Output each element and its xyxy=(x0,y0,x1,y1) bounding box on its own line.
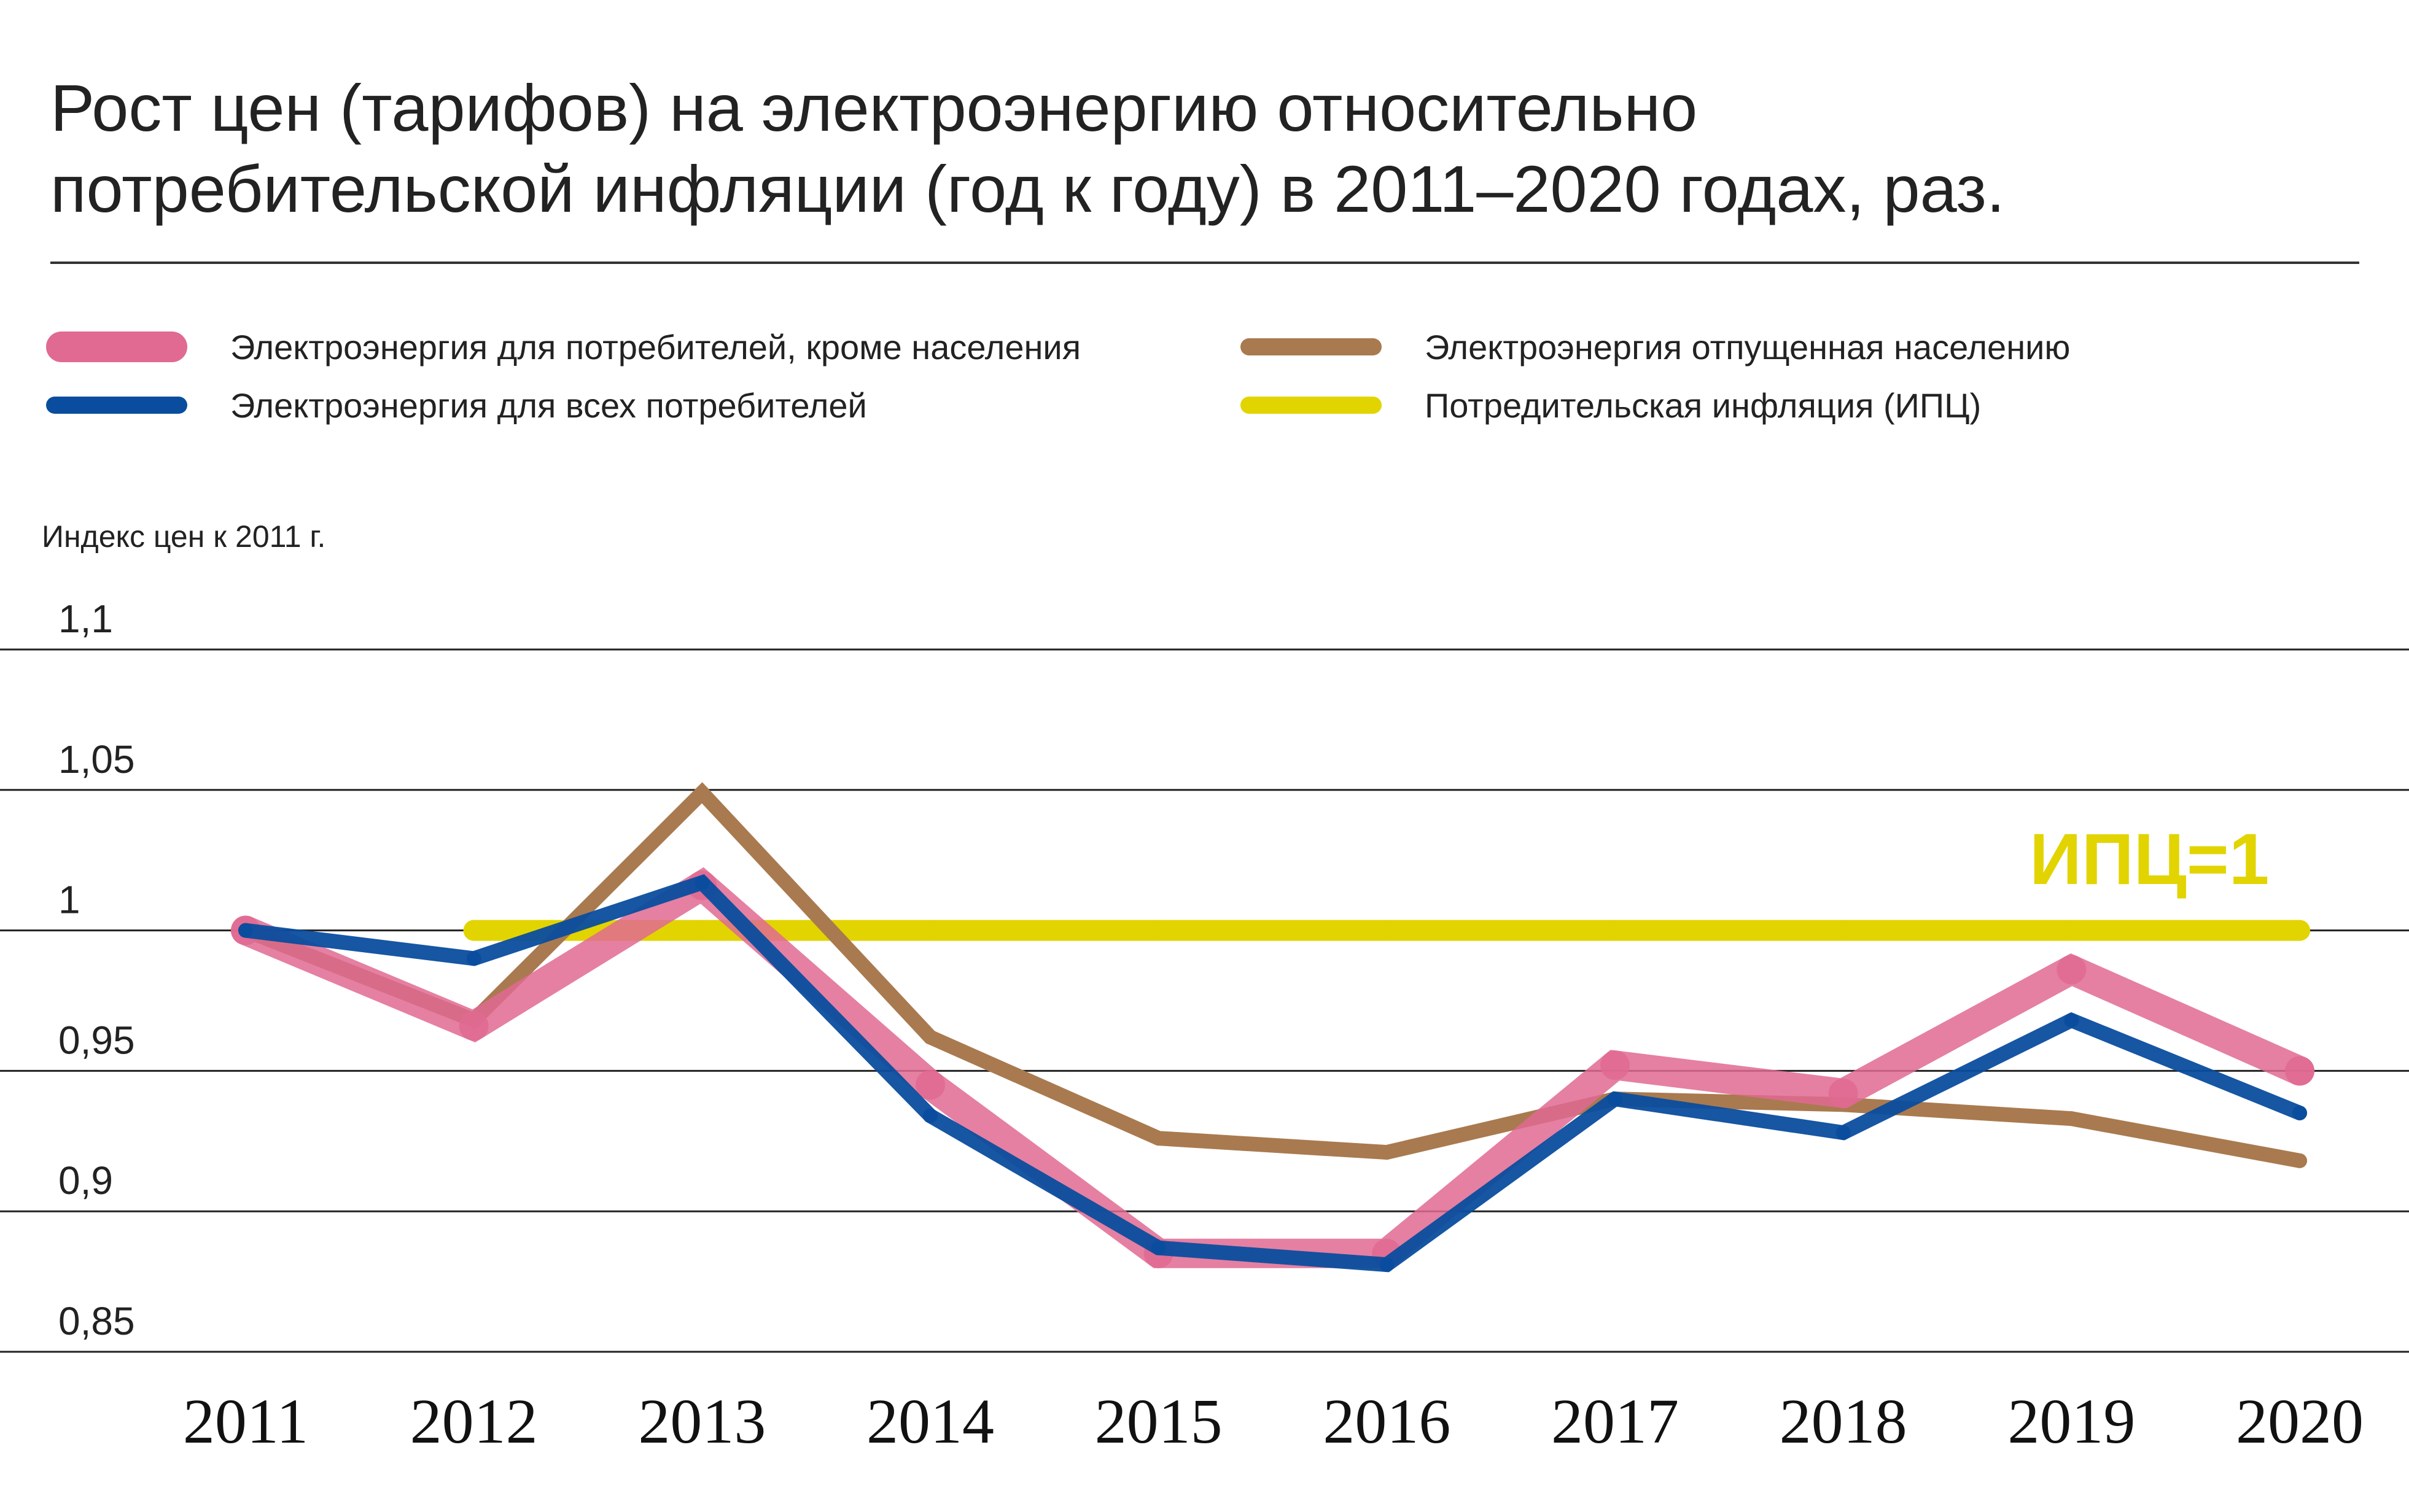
legend-swatch-cpi xyxy=(1240,397,1382,414)
chart-title: Рост цен (тарифов) на электроэнергию отн… xyxy=(50,68,2322,230)
series-cpi-point xyxy=(1832,920,1854,941)
series-households-line xyxy=(238,782,2307,1168)
series-households-point xyxy=(1379,1145,1395,1160)
series-all-consumers-point xyxy=(238,923,253,938)
x-tick-label: 2018 xyxy=(1780,1386,1907,1457)
series-cpi-point xyxy=(920,920,941,941)
y-tick-label: 0,95 xyxy=(58,1018,135,1062)
chart-title-line-2: потребительской инфляции (год к году) в … xyxy=(50,152,2005,226)
y-tick-label: 1,1 xyxy=(58,597,113,641)
y-tick-label: 1 xyxy=(58,878,80,922)
series-cpi-point xyxy=(1605,920,1625,941)
legend-label-non-household: Электроэнергия для потребителей, кроме н… xyxy=(230,327,1081,366)
series-non-household-point xyxy=(459,1011,489,1041)
series-cpi-point xyxy=(2289,920,2310,941)
x-tick-label: 2015 xyxy=(1095,1386,1223,1457)
series-cpi-point xyxy=(2061,920,2082,941)
legend-item-cpi: Потредительская инфляция (ИПЦ) xyxy=(1240,381,1981,430)
series-cpi-point xyxy=(1148,920,1169,941)
x-tick-label: 2017 xyxy=(1551,1386,1679,1457)
series-cpi-point xyxy=(691,920,713,941)
legend-swatch-non-household xyxy=(46,331,187,362)
series-households-point xyxy=(695,785,710,801)
x-tick-label: 2020 xyxy=(2236,1386,2364,1457)
cpi-annotation: ИПЦ=1 xyxy=(2030,819,2269,900)
y-tick-label: 0,9 xyxy=(58,1158,113,1203)
legend-label-households: Электроэнергия отпущенная населению xyxy=(1425,327,2071,366)
legend-swatch-households xyxy=(1240,338,1382,355)
legend-item-all-consumers: Электроэнергия для всех потребителей xyxy=(46,381,867,430)
series-non-household-point xyxy=(916,1070,945,1100)
y-tick-label: 0,85 xyxy=(58,1299,135,1343)
chart-title-line-1: Рост цен (тарифов) на электроэнергию отн… xyxy=(50,71,1698,145)
series-all-consumers-point xyxy=(1151,1240,1166,1255)
x-tick-label: 2012 xyxy=(410,1386,538,1457)
series-households-point xyxy=(1151,1131,1166,1146)
series-cpi-point xyxy=(463,920,485,941)
x-tick-label: 2013 xyxy=(638,1386,766,1457)
series-all-consumers-point xyxy=(466,951,481,966)
series-all-consumers-point xyxy=(695,875,710,890)
series-all-consumers-point xyxy=(1835,1125,1851,1141)
series-households-point xyxy=(2292,1153,2307,1168)
title-divider xyxy=(50,262,2359,264)
series-all-consumers-point xyxy=(2292,1106,2307,1121)
series-all-consumers-point xyxy=(1608,1091,1622,1107)
series-all-consumers-line xyxy=(238,874,2307,1273)
series-non-household-point xyxy=(1828,1079,1858,1109)
series-cpi-point xyxy=(1376,920,1398,941)
legend-label-all-consumers: Электроэнергия для всех потребителей xyxy=(230,386,867,425)
legend-swatch-all-consumers xyxy=(46,397,187,414)
series-households-point xyxy=(2064,1111,2079,1126)
x-tick-label: 2014 xyxy=(866,1386,994,1457)
series-non-household-point xyxy=(2285,1056,2314,1086)
legend-item-non-household: Электроэнергия для потребителей, кроме н… xyxy=(46,322,1081,371)
series-all-consumers-point xyxy=(2064,1013,2079,1028)
series-non-household-point xyxy=(1600,1050,1630,1080)
y-tick-label: 1,05 xyxy=(58,737,135,781)
series-all-consumers-point xyxy=(1379,1257,1395,1273)
x-tick-label: 2011 xyxy=(183,1386,308,1457)
series-non-household-point xyxy=(2057,955,2087,985)
x-tick-label: 2019 xyxy=(2007,1386,2135,1457)
legend-label-cpi: Потредительская инфляция (ИПЦ) xyxy=(1425,386,1982,425)
y-axis-title: Индекс цен к 2011 г. xyxy=(42,519,326,554)
series-all-consumers-point xyxy=(923,1108,938,1123)
series-households-point xyxy=(923,1029,938,1045)
legend-item-households: Электроэнергия отпущенная населению xyxy=(1240,322,2070,371)
x-tick-label: 2016 xyxy=(1323,1386,1450,1457)
